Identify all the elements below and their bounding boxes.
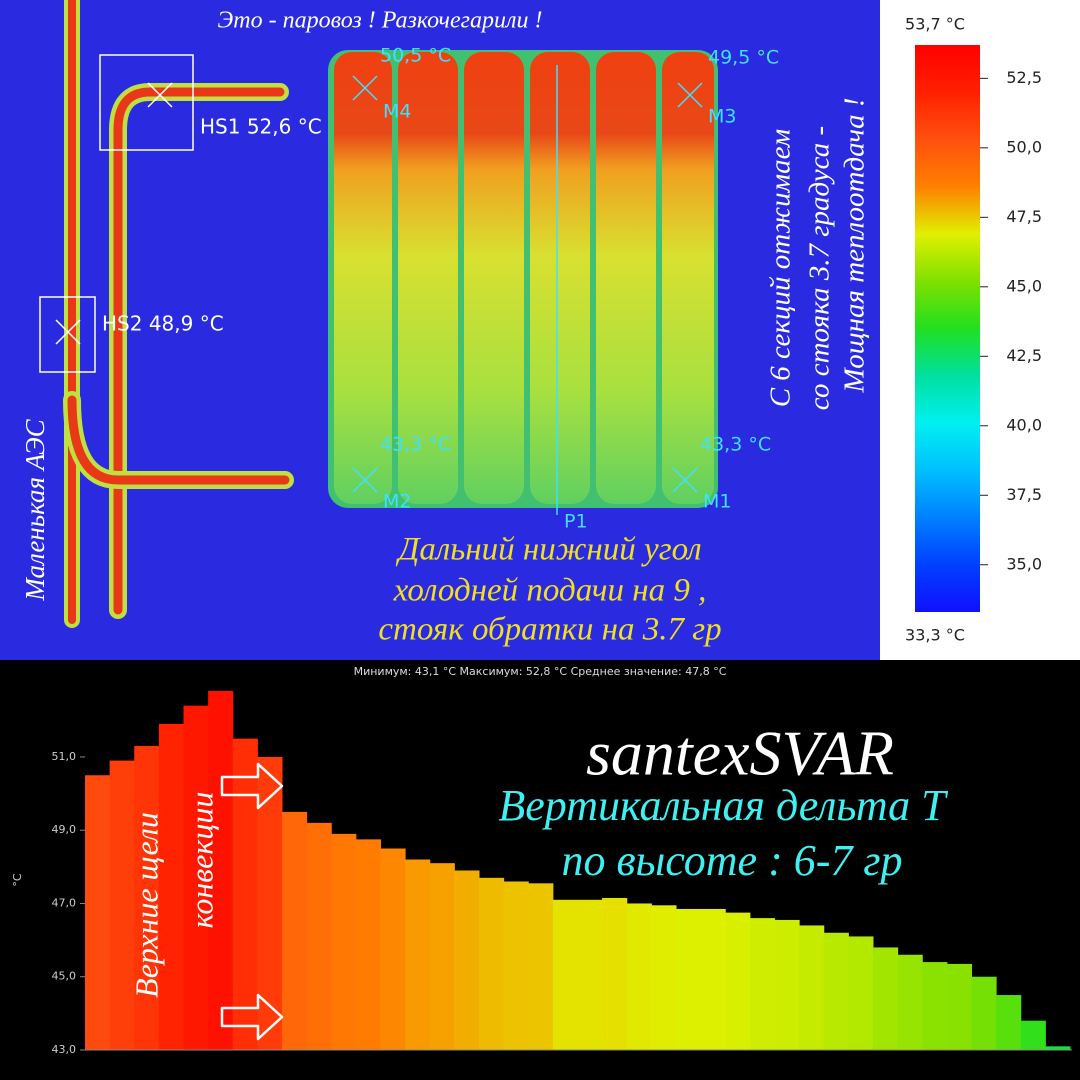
bar [626, 903, 652, 1050]
bar [651, 905, 677, 1050]
brand: santexSVAR [586, 718, 894, 789]
bar [208, 690, 234, 1050]
colorbar-tick-label: 47,5 [1006, 207, 1042, 226]
right-note: С 6 секций отжимаем [765, 129, 797, 408]
bar [85, 775, 111, 1050]
hot-spot-label: HS1 52,6 °C [200, 115, 322, 139]
bar [479, 877, 505, 1050]
marker-temp: 49,5 °C [708, 47, 779, 69]
bar [676, 908, 702, 1050]
colorbar-limit-label: 53,7 °C [905, 15, 965, 34]
y-tick-label: 49,0 [52, 823, 77, 836]
y-axis-label: °C [11, 873, 24, 887]
annotation: конвекции [183, 792, 219, 929]
chart-subtitle: Минимум: 43,1 °C Максимум: 52,8 °C Средн… [354, 665, 727, 678]
bar [282, 811, 308, 1050]
left-note: Маленькая АЭС [20, 418, 50, 601]
annotation: по высоте : 6-7 гр [561, 836, 902, 885]
hot-spot-boxes [39, 54, 194, 373]
right-note: со стояка 3.7 градуса - [804, 126, 836, 410]
bar [577, 899, 603, 1050]
bar [897, 954, 923, 1050]
bottom-note: холодней подачи на 9 , [393, 573, 707, 609]
marker-temp: 43,3 °C [380, 434, 451, 456]
bar [380, 848, 406, 1050]
bar [183, 705, 209, 1050]
y-tick-label: 47,0 [52, 896, 77, 909]
marker-label: M1 [703, 491, 731, 513]
colorbar-tick-label: 37,5 [1006, 485, 1042, 504]
bar [971, 976, 997, 1050]
bar [725, 912, 751, 1050]
hot-spot-label: HS2 48,9 °C [102, 312, 224, 336]
pipes [63, 0, 294, 628]
colorbar [915, 45, 980, 612]
caption: Это - паровоз ! Разкочегарили ! [218, 8, 543, 34]
marker-temp: 43,3 °C [700, 434, 771, 456]
y-tick-label: 43,0 [52, 1043, 77, 1056]
bar [232, 738, 258, 1050]
annotation: Верхние щели [128, 812, 164, 998]
bar [823, 932, 849, 1050]
bar [528, 883, 554, 1050]
y-tick-label: 51,0 [52, 750, 77, 763]
bar [1020, 1020, 1046, 1050]
bar [946, 963, 972, 1050]
profile-line-label: P1 [564, 511, 588, 533]
colorbar-tick-label: 42,5 [1006, 346, 1042, 365]
bar [405, 859, 431, 1050]
bar [749, 918, 775, 1050]
bar [996, 995, 1022, 1050]
colorbar-tick-label: 40,0 [1006, 415, 1042, 434]
marker-label: M4 [383, 101, 411, 123]
bar [134, 745, 160, 1050]
colorbar-tick-label: 52,5 [1006, 68, 1042, 87]
annotation: Вертикальная дельта Т [498, 781, 949, 830]
bar [355, 839, 381, 1050]
bar [774, 919, 800, 1050]
colorbar-limit-label: 33,3 °C [905, 626, 965, 645]
right-note: Мощная теплоотдача ! [839, 97, 871, 393]
bar [922, 962, 948, 1050]
bar [552, 899, 578, 1050]
bar [158, 723, 184, 1050]
bar [602, 897, 628, 1050]
marker-temp: 50,5 °C [380, 45, 451, 67]
bottom-note: Дальний нижний угол [395, 532, 701, 568]
y-tick-label: 45,0 [52, 970, 77, 983]
bar [429, 863, 455, 1050]
bar [799, 925, 825, 1050]
marker-label: M2 [383, 491, 411, 513]
radiator [328, 50, 718, 508]
marker-crosses [352, 75, 703, 493]
bar [109, 760, 135, 1050]
bar [1045, 1046, 1071, 1050]
bar [848, 936, 874, 1050]
bar [454, 870, 480, 1050]
marker-label: M3 [708, 106, 736, 128]
bar [306, 822, 332, 1050]
bottom-note: стояк обратки на 3.7 гр [378, 612, 721, 648]
bar [331, 833, 357, 1050]
colorbar-tick-label: 50,0 [1006, 137, 1042, 156]
bar [503, 881, 529, 1050]
bar [873, 947, 899, 1050]
bar [700, 908, 726, 1050]
colorbar-tick-label: 45,0 [1006, 276, 1042, 295]
arrows [220, 762, 284, 1041]
colorbar-tick-label: 35,0 [1006, 554, 1042, 573]
